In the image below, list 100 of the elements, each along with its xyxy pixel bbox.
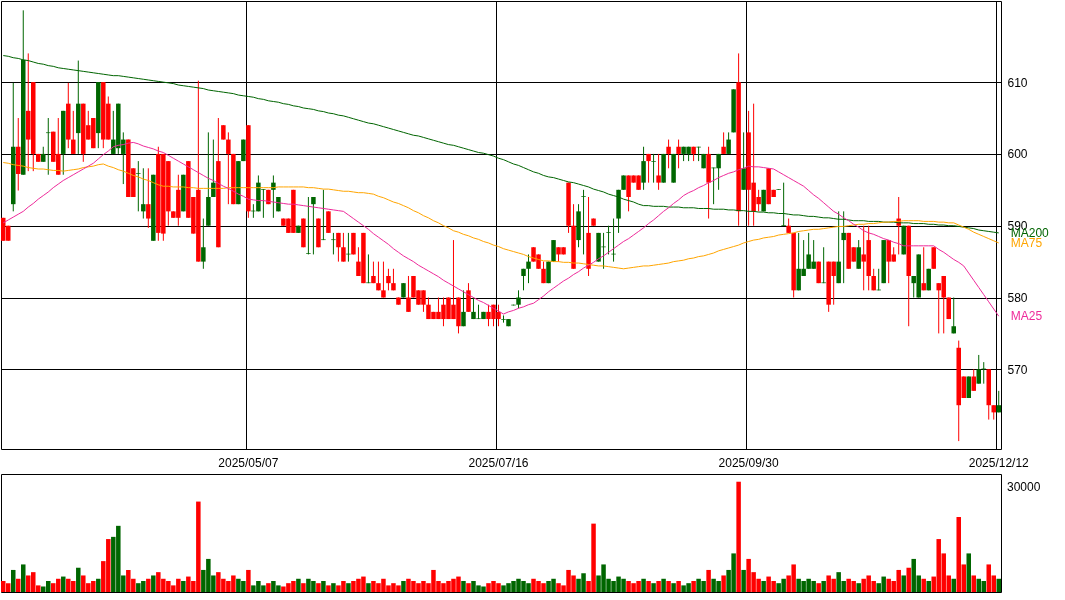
candlestick xyxy=(201,218,206,270)
bar xyxy=(651,583,656,592)
bar xyxy=(321,580,326,592)
bar xyxy=(906,567,911,592)
bar xyxy=(331,583,336,592)
bar xyxy=(21,564,26,592)
bar xyxy=(16,578,21,592)
bar xyxy=(656,580,661,592)
candlestick xyxy=(381,261,386,299)
bar xyxy=(646,580,651,592)
bar xyxy=(741,569,746,592)
candlestick xyxy=(646,153,651,184)
bar xyxy=(76,567,81,592)
y-tick-label: 600 xyxy=(1007,147,1028,162)
candlestick xyxy=(331,232,336,255)
candlestick xyxy=(341,232,346,263)
bar xyxy=(301,583,306,592)
candlestick xyxy=(386,268,391,291)
bar xyxy=(146,578,151,592)
bar xyxy=(11,569,16,592)
x-tick-label: 2025/07/16 xyxy=(468,455,529,470)
y-tick-label: 610 xyxy=(1007,75,1028,90)
candlestick xyxy=(716,153,721,191)
candlestick xyxy=(461,289,466,327)
candlestick xyxy=(376,261,381,291)
candlestick xyxy=(921,246,926,291)
candlestick xyxy=(271,174,276,219)
x-tick-label: 2025/12/12 xyxy=(968,455,1030,470)
bar xyxy=(61,576,66,592)
bar xyxy=(366,583,371,592)
candlestick xyxy=(141,167,146,220)
candlestick xyxy=(976,354,981,385)
bar xyxy=(401,580,406,592)
bar xyxy=(816,583,821,592)
bar xyxy=(346,583,351,592)
bar xyxy=(966,553,971,592)
bar xyxy=(96,578,101,592)
x-tick-label: 2025/05/07 xyxy=(218,455,279,470)
candlestick xyxy=(741,131,746,191)
bar xyxy=(676,580,681,592)
candlestick xyxy=(46,117,51,176)
candlestick xyxy=(606,225,611,255)
candlestick xyxy=(651,153,656,184)
candlestick xyxy=(666,139,671,169)
candlestick xyxy=(311,196,316,255)
candlestick xyxy=(721,131,726,155)
bar xyxy=(721,575,726,592)
candlestick xyxy=(146,167,151,229)
candlestick xyxy=(466,282,471,313)
candlestick xyxy=(306,196,311,255)
candlestick xyxy=(321,189,326,241)
candlestick xyxy=(971,368,976,392)
candlestick xyxy=(326,210,331,234)
candlestick xyxy=(581,189,586,255)
bar xyxy=(706,569,711,592)
bar xyxy=(326,585,331,592)
y-tick-label: 580 xyxy=(1007,291,1028,306)
bar xyxy=(661,578,666,592)
candlestick xyxy=(931,246,936,270)
bar xyxy=(246,569,251,592)
candlestick xyxy=(951,297,956,334)
bar xyxy=(926,580,931,592)
candlestick xyxy=(676,139,681,169)
bar xyxy=(666,580,671,592)
bar xyxy=(316,583,321,592)
candlestick xyxy=(781,182,786,227)
candlestick xyxy=(136,160,141,212)
bar xyxy=(736,481,741,592)
bar xyxy=(266,583,271,592)
bar xyxy=(181,580,186,592)
bar xyxy=(971,575,976,592)
bar xyxy=(151,575,156,592)
bar xyxy=(641,578,646,592)
series-label: MA25 xyxy=(1010,309,1043,324)
candlestick xyxy=(726,131,731,155)
candlestick xyxy=(641,146,646,191)
candlestick xyxy=(366,253,371,284)
candlestick xyxy=(226,131,231,205)
candlestick xyxy=(406,275,411,313)
candlestick xyxy=(336,232,341,263)
bar xyxy=(466,583,471,592)
bar xyxy=(856,583,861,592)
candlestick xyxy=(856,239,861,270)
y-tick-label: 570 xyxy=(1007,362,1028,377)
candlestick xyxy=(211,139,216,198)
candlestick xyxy=(71,110,76,155)
bar xyxy=(461,580,466,592)
bar xyxy=(821,580,826,592)
bar xyxy=(691,580,696,592)
text: 30000 xyxy=(1007,480,1041,494)
bar xyxy=(951,578,956,592)
bar xyxy=(996,578,1001,592)
x-tick-label: 2025/09/30 xyxy=(718,455,779,470)
bar xyxy=(901,575,906,592)
bar xyxy=(921,578,926,592)
bar xyxy=(761,580,766,592)
candlestick xyxy=(821,246,826,284)
candlestick xyxy=(526,253,531,284)
bar xyxy=(671,583,676,592)
bar xyxy=(296,578,301,592)
